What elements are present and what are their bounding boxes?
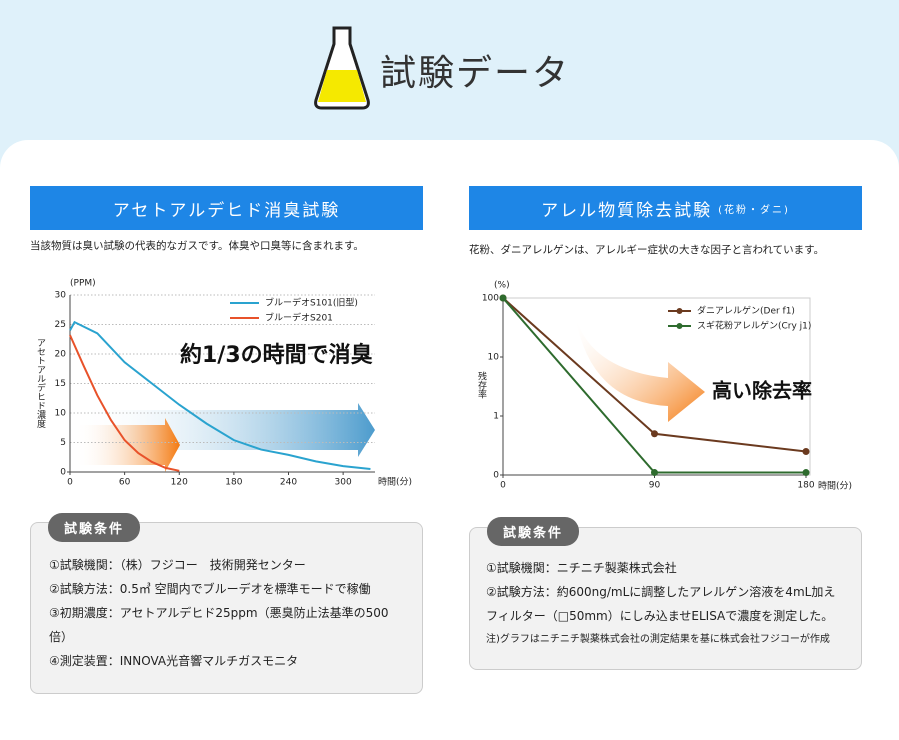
y-tick-label: 0 xyxy=(60,468,66,478)
heading-text: アセトアルデヒド消臭試験 xyxy=(112,200,341,221)
arrow xyxy=(75,418,180,472)
x-axis-label: 時間(分) xyxy=(378,477,412,488)
point xyxy=(651,430,658,438)
condition: ①試験機関：（株）フジコー 技術開発センター xyxy=(49,558,306,572)
section-heading: アレル物質除去試験 (花粉・ダニ) xyxy=(469,186,862,230)
x-tick-label: 60 xyxy=(119,478,131,488)
legend-label: スギ花粉アレルゲン(Cry j1) xyxy=(697,320,811,332)
x-tick-label: 90 xyxy=(649,481,661,491)
y-tick-label: 5 xyxy=(60,438,66,448)
x-tick-label: 240 xyxy=(280,478,297,488)
y-tick-label: 1 xyxy=(493,412,499,422)
condition: ③初期濃度：アセトアルデヒド25ppm（悪臭防止法基準の500倍） xyxy=(49,606,389,644)
line xyxy=(69,334,180,472)
legend-dot xyxy=(676,323,683,329)
x-tick-label: 0 xyxy=(67,478,73,488)
conditions-box: ①試験機関：ニチニチ製薬株式会社 ②試験方法：約600ng/mLに調整したアレル… xyxy=(469,527,862,670)
condition: ②試験方法：約600ng/mLに調整したアレルゲン溶液を4mL加えフィルター（□… xyxy=(486,585,836,623)
description: 当該物質は臭い試験の代表的なガスです。体臭や口臭等に含まれます。 xyxy=(30,240,364,252)
point xyxy=(802,448,810,456)
legend-label: ブルーデオS101(旧型) xyxy=(265,297,358,309)
y-unit: (PPM) xyxy=(70,279,96,289)
line xyxy=(69,320,371,471)
x-tick-label: 180 xyxy=(225,478,242,488)
x-tick-label: 120 xyxy=(171,478,188,488)
point xyxy=(499,294,507,302)
y-tick-label: 25 xyxy=(55,320,66,330)
annotation: 約1/3の時間で消臭 xyxy=(180,342,373,368)
note: 注)グラフはニチニチ製薬株式会社の測定結果を基に株式会社フジコーが作成 xyxy=(486,634,830,645)
point xyxy=(802,469,810,477)
condition: ②試験方法：0.5㎥ 空間内でブルーデオを標準モードで稼働 xyxy=(49,582,371,596)
condition: ④測定装置：INNOVA光音響マルチガスモニタ xyxy=(49,654,299,668)
y-axis-label: 残存率 xyxy=(476,370,487,399)
y-tick-label: 10 xyxy=(488,353,500,363)
description: 花粉、ダニアレルゲンは、アレルギー症状の大きな因子と言われています。 xyxy=(469,244,825,256)
annotation: 高い除去率 xyxy=(712,379,812,403)
y-tick-label: 10 xyxy=(55,409,67,419)
section-heading: アセトアルデヒド消臭試験 xyxy=(30,186,423,230)
page-title: 試験データ xyxy=(380,53,571,94)
arrow xyxy=(575,315,705,422)
y-tick-label: 30 xyxy=(55,291,67,301)
heading-note: (花粉・ダニ) xyxy=(718,204,790,216)
x-axis-label: 時間(分) xyxy=(818,481,852,492)
page: 試験データ アセトアルデヒド消臭試験 当該物質は臭い試験の代表的なガスです。体臭… xyxy=(0,26,899,740)
conditions-label: 試験条件 xyxy=(48,513,141,542)
y-axis-label: アセトアルデヒド濃度 xyxy=(35,338,46,429)
y-unit: (%) xyxy=(494,281,510,291)
conditions-label: 試験条件 xyxy=(487,517,580,546)
heading-text: アレル物質除去試験 xyxy=(541,200,713,221)
legend-label: ブルーデオS201 xyxy=(265,312,333,324)
y-tick-label: 100 xyxy=(482,294,499,304)
y-tick-label: 15 xyxy=(55,379,66,389)
legend-label: ダニアレルゲン(Der f1) xyxy=(697,305,795,317)
x-tick-label: 0 xyxy=(500,481,506,491)
y-tick-label: 0 xyxy=(493,471,499,481)
x-tick-label: 180 xyxy=(797,481,814,491)
y-tick-label: 20 xyxy=(55,350,67,360)
x-tick-label: 300 xyxy=(335,478,352,488)
point xyxy=(651,469,658,477)
condition: ①試験機関：ニチニチ製薬株式会社 xyxy=(486,561,677,575)
conditions-box: ①試験機関：（株）フジコー 技術開発センター ②試験方法：0.5㎥ 空間内でブル… xyxy=(30,522,423,694)
flask-icon xyxy=(314,26,370,110)
legend-dot xyxy=(676,308,683,314)
